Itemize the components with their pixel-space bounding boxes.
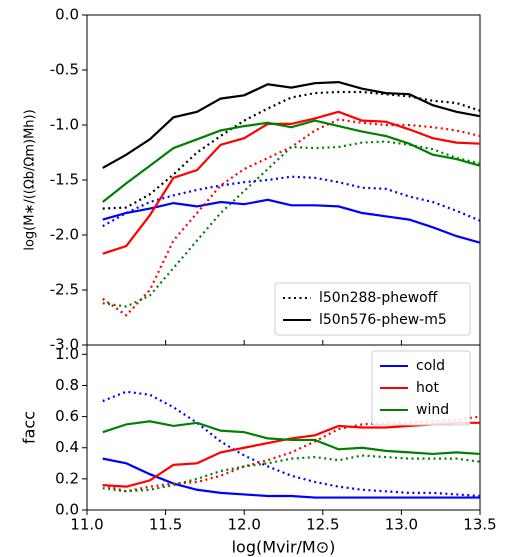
- legend-box: [371, 350, 471, 426]
- panel: 0.0 0.2 0.4 0.6 0.8 1.0 11.0 11.5 12.0 12.5 13.0 13…: [20, 344, 497, 557]
- y-tick-label: 0.8: [55, 376, 79, 394]
- y-tick-label: -0.5: [50, 61, 79, 79]
- y-tick-label: 0.6: [55, 407, 79, 425]
- x-tick-label: 11.0: [70, 516, 103, 534]
- y-axis-label: facc: [20, 411, 39, 444]
- data-line: [102, 454, 481, 493]
- data-line: [102, 390, 481, 498]
- data-line: [102, 198, 481, 244]
- x-tick-label: 13.5: [463, 516, 496, 534]
- data-line: [102, 110, 481, 255]
- legend-label: wind: [416, 402, 449, 418]
- plot-frame: [86, 344, 481, 511]
- data-line: [102, 420, 481, 456]
- y-tick-label: 0.4: [55, 438, 79, 456]
- data-line: [102, 457, 480, 499]
- y-tick-label: -1.5: [50, 171, 79, 189]
- y-tick-label: -3.0: [50, 336, 79, 354]
- y-tick-label: -1.0: [50, 116, 79, 134]
- legend: cold hot wind: [371, 350, 471, 426]
- x-tick-label: 11.5: [149, 516, 182, 534]
- legend-label: hot: [416, 380, 439, 396]
- legend-box: [274, 282, 471, 336]
- y-tick-label: 0.2: [55, 469, 79, 487]
- x-tick-label: 12.5: [306, 516, 339, 534]
- panel: 0.0 -0.5 -1.0 -1.5 -2.0 -2.5 -3.0 log(M∗/((Ωb/Ω…: [23, 6, 481, 354]
- legend-label: l50n576-phew-m5: [319, 312, 447, 328]
- y-axis-label: log(M∗/((Ωb/Ωm)Mh)): [23, 109, 38, 250]
- data-line: [102, 119, 481, 203]
- x-axis-label: log(Mvir/M⊙): [232, 538, 336, 557]
- legend-label: cold: [416, 358, 445, 374]
- y-tick-label: -2.5: [50, 281, 79, 299]
- legend-label: l50n288-phewoff: [319, 290, 438, 306]
- y-tick-label: 0.0: [55, 6, 79, 24]
- y-tick-label: 0.0: [55, 501, 79, 519]
- x-tick-label: 12.0: [227, 516, 260, 534]
- data-line: [102, 80, 481, 169]
- legend: l50n288-phewoff l50n576-phew-m5: [274, 282, 471, 336]
- y-tick-label: 1.0: [55, 345, 79, 363]
- data-line: [102, 118, 481, 317]
- y-tick-label: -2.0: [50, 226, 79, 244]
- data-line: [102, 175, 481, 228]
- x-tick-label: 13.0: [385, 516, 418, 534]
